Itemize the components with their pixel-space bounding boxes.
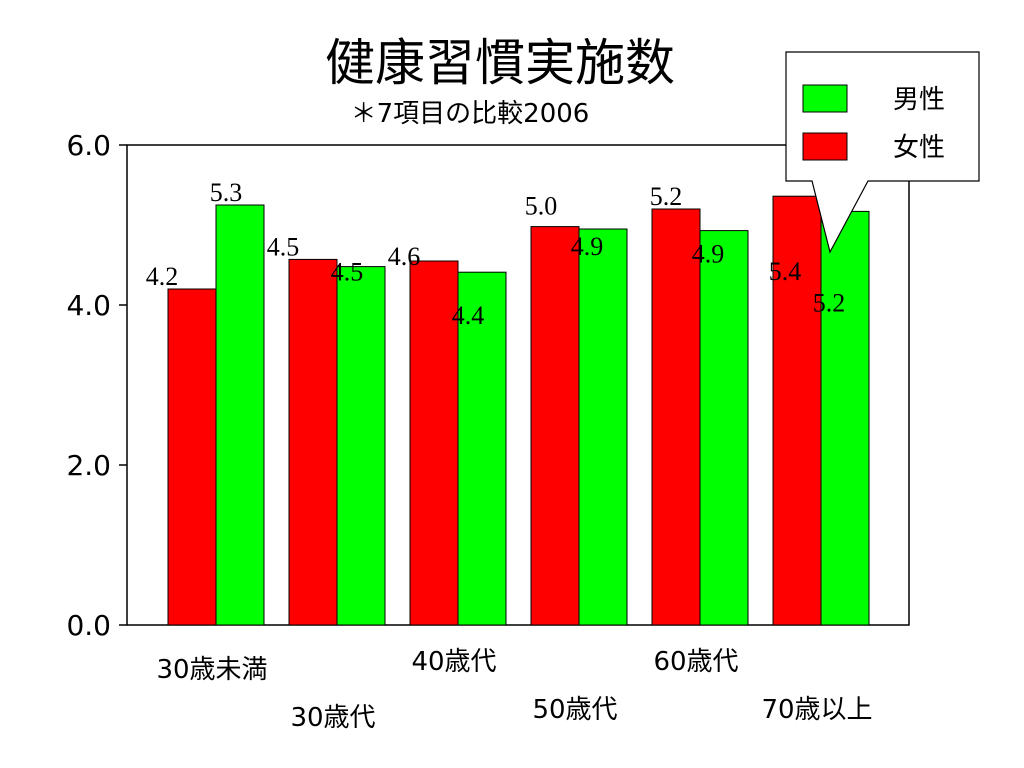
- value-label-male-4: 4.9: [692, 240, 725, 269]
- bar-female-3: [530, 226, 580, 626]
- bar-male-5: [820, 210, 870, 626]
- y-tick-label-1: 2.0: [66, 449, 111, 482]
- chart-title: 健康習慣実施数: [325, 34, 675, 92]
- x-tick-label-4: 60歳代: [653, 647, 738, 677]
- bar-male-1: [336, 266, 386, 626]
- value-label-female-2: 4.6: [388, 242, 421, 271]
- y-axis: 0.0 2.0 4.0 6.0: [66, 129, 127, 642]
- bar-female-1: [288, 258, 338, 626]
- bar-male-0: [215, 204, 265, 626]
- legend: 男性 女性: [785, 51, 980, 254]
- x-tick-label-3: 50歳代: [532, 695, 617, 725]
- bar-male-2: [457, 271, 507, 626]
- x-axis: 30歳未満 30歳代 40歳代 50歳代 60歳代 70歳以上: [156, 647, 872, 733]
- value-label-male-0: 5.3: [210, 178, 243, 207]
- value-label-female-1: 4.5: [267, 232, 300, 261]
- y-tick-label-3: 6.0: [66, 129, 111, 162]
- value-label-male-2: 4.4: [452, 301, 485, 330]
- value-label-male-3: 4.9: [571, 232, 604, 261]
- value-label-female-3: 5.0: [525, 192, 558, 221]
- y-tick-label-0: 0.0: [66, 609, 111, 642]
- value-label-male-5: 5.2: [813, 288, 846, 317]
- bar-female-4: [651, 208, 701, 626]
- x-tick-label-0: 30歳未満: [156, 655, 267, 685]
- value-labels-layer: 4.2 4.5 4.6 5.0 5.2 5.4 5.3 4.5 4.4 4.9 4.9 5.2: [146, 178, 846, 330]
- value-label-female-5: 5.4: [769, 257, 802, 286]
- bars-layer: [167, 195, 870, 626]
- value-label-male-1: 4.5: [331, 258, 364, 287]
- legend-label-male: 男性: [893, 85, 945, 115]
- bar-male-4: [699, 230, 749, 626]
- legend-swatch-male: [802, 84, 848, 113]
- x-tick-label-2: 40歳代: [411, 647, 496, 677]
- value-label-female-4: 5.2: [650, 182, 683, 211]
- legend-label-female: 女性: [893, 133, 945, 163]
- x-tick-label-5: 70歳以上: [761, 695, 872, 725]
- legend-swatch-female: [802, 132, 848, 161]
- bar-female-5: [772, 195, 822, 626]
- bar-female-0: [167, 288, 217, 626]
- x-tick-label-1: 30歳代: [290, 703, 375, 733]
- chart-subtitle: ＊7項目の比較2006: [351, 99, 590, 129]
- bar-female-2: [409, 260, 459, 626]
- value-label-female-0: 4.2: [146, 262, 179, 291]
- y-tick-label-2: 4.0: [66, 289, 111, 322]
- bar-male-3: [578, 228, 628, 626]
